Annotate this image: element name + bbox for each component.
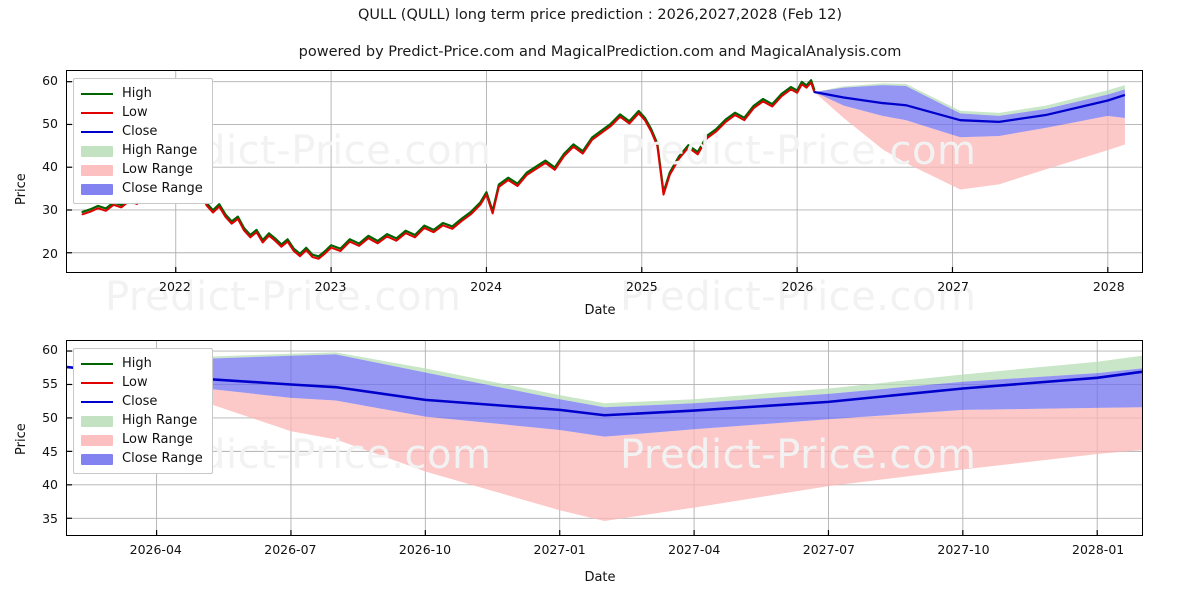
bottom-x-tick-2026-10: 2026-10: [398, 542, 452, 557]
legend-swatch-high-range-icon: [81, 144, 113, 158]
page-subtitle: powered by Predict-Price.com and Magical…: [298, 44, 902, 60]
legend-label: Low Range: [122, 162, 193, 177]
legend-swatch-close-icon: [81, 125, 113, 139]
bottom-x-tick-2027-10: 2027-10: [937, 542, 990, 557]
bottom-y-tick-50: 50: [42, 409, 58, 425]
top-x-tick-2026: 2026: [781, 279, 814, 294]
legend-item-close-range: Close Range: [81, 179, 203, 198]
legend-label: Low: [122, 105, 148, 120]
forecast-plot-area: [66, 340, 1143, 536]
legend-label: Close Range: [122, 451, 203, 466]
top-x-tick-2025: 2025: [625, 279, 658, 294]
legend-swatch-close-range-icon: [81, 182, 113, 196]
top-y-axis-label: Price: [14, 173, 29, 205]
legend-label: High Range: [122, 413, 198, 428]
top-x-tick-2022: 2022: [159, 279, 191, 294]
legend-label: High: [122, 86, 152, 101]
legend-label: High Range: [122, 143, 198, 158]
top-y-tick-30: 30: [42, 202, 58, 218]
bottom-y-tick-55: 55: [42, 375, 58, 391]
legend-item-high-range: High Range: [81, 411, 203, 430]
legend-item-low-range: Low Range: [81, 160, 203, 179]
top-legend: High Low Close High Range Low Range Close Ran…: [73, 78, 213, 204]
top-y-tick-50: 50: [42, 115, 58, 131]
top-x-tick-2023: 2023: [314, 279, 347, 294]
legend-item-high-range: High Range: [81, 141, 203, 160]
bottom-x-tick-2027-07: 2027-07: [802, 542, 855, 557]
legend-label: Close: [122, 394, 158, 409]
top-x-axis-label: Date: [584, 303, 616, 318]
legend-swatch-high-icon: [81, 87, 113, 101]
legend-item-low: Low: [81, 373, 203, 392]
legend-item-low: Low: [81, 103, 203, 122]
legend-swatch-high-icon: [81, 357, 113, 371]
forecast-detail-chart-panel: Price Predict-Price.com Predict-Price.co…: [0, 320, 1200, 600]
bottom-y-tick-45: 45: [42, 443, 58, 459]
legend-label: High: [122, 356, 152, 371]
top-x-tick-2028: 2028: [1092, 279, 1125, 294]
bottom-x-tick-2026-07: 2026-07: [264, 542, 317, 557]
legend-item-close: Close: [81, 392, 203, 411]
legend-swatch-high-range-icon: [81, 414, 113, 428]
top-y-tick-60: 60: [42, 72, 58, 88]
top-y-tick-40: 40: [42, 159, 58, 175]
bottom-x-tick-2027-01: 2027-01: [533, 542, 586, 557]
bottom-x-axis-label: Date: [584, 570, 616, 585]
top-x-tick-2027: 2027: [937, 279, 970, 294]
bottom-y-tick-40: 40: [42, 477, 58, 493]
bottom-x-tick-2027-04: 2027-04: [668, 542, 721, 557]
legend-swatch-low-icon: [81, 376, 113, 390]
legend-label: Close Range: [122, 181, 203, 196]
legend-swatch-low-range-icon: [81, 433, 113, 447]
legend-swatch-low-icon: [81, 106, 113, 120]
top-x-tick-2024: 2024: [470, 279, 503, 294]
legend-item-close: Close: [81, 122, 203, 141]
legend-item-low-range: Low Range: [81, 430, 203, 449]
legend-swatch-close-icon: [81, 395, 113, 409]
overview-chart-panel: Price Predict-Price.com Predict-Price.co…: [14, 70, 1143, 320]
legend-swatch-low-range-icon: [81, 163, 113, 177]
bottom-x-tick-2028-01: 2028-01: [1072, 542, 1125, 557]
legend-label: Close: [122, 124, 158, 139]
overview-plot-area: [66, 70, 1143, 273]
legend-item-high: High: [81, 354, 203, 373]
bottom-legend: High Low Close High Range Low Range Close Ran…: [73, 348, 213, 474]
legend-swatch-close-range-icon: [81, 452, 113, 466]
legend-label: Low: [122, 375, 148, 390]
legend-label: Low Range: [122, 432, 193, 447]
top-y-tick-20: 20: [42, 245, 58, 261]
bottom-x-tick-2026-04: 2026-04: [129, 542, 182, 557]
legend-item-close-range: Close Range: [81, 449, 203, 468]
bottom-y-tick-35: 35: [42, 511, 58, 527]
legend-item-high: High: [81, 84, 203, 103]
bottom-y-tick-60: 60: [42, 342, 58, 358]
page-title: QULL (QULL) long term price prediction :…: [358, 7, 842, 23]
